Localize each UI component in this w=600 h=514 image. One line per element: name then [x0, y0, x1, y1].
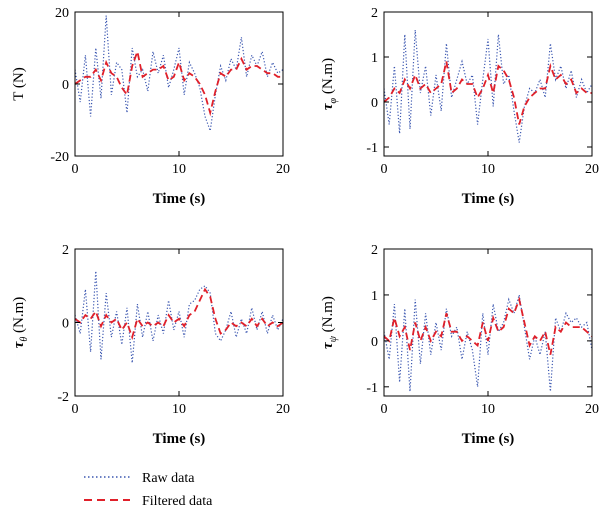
series-line-filtered — [75, 287, 283, 341]
x-tick-label: 0 — [72, 402, 79, 417]
series-line-raw — [75, 15, 283, 132]
series-line-raw — [75, 271, 283, 363]
x-axis-label: Time (s) — [153, 431, 206, 447]
y-tick-label: 1 — [371, 289, 378, 304]
x-axis-label: Time (s) — [462, 191, 515, 207]
x-tick-label: 0 — [72, 162, 79, 177]
x-tick-label: 0 — [381, 162, 388, 177]
y-axis-label: τφ (N.m) — [320, 58, 339, 110]
legend-raw-label: Raw data — [142, 471, 195, 486]
y-axis-label: τθ (N.m) — [11, 297, 30, 349]
y-tick-label: 0 — [62, 78, 69, 93]
y-tick-label: -2 — [57, 390, 69, 405]
y-tick-label: 2 — [371, 6, 378, 21]
x-tick-label: 10 — [481, 402, 495, 417]
y-axis-label: τψ (N.m) — [320, 296, 339, 349]
y-tick-label: -1 — [366, 381, 378, 396]
y-tick-label: 2 — [62, 243, 69, 258]
plot-frame — [74, 11, 284, 157]
x-tick-label: 10 — [481, 162, 495, 177]
y-tick-label: 2 — [371, 243, 378, 258]
x-tick-label: 10 — [172, 162, 186, 177]
y-tick-label: -20 — [50, 150, 69, 165]
legend: Raw data Filtered data — [84, 471, 213, 509]
x-tick-label: 20 — [585, 402, 599, 417]
y-axis-label: T (N) — [11, 67, 27, 100]
x-tick-label: 10 — [172, 402, 186, 417]
y-tick-label: 1 — [371, 51, 378, 66]
series-line-filtered — [384, 61, 592, 125]
series-line-raw — [384, 29, 592, 143]
legend-filtered-label: Filtered data — [142, 494, 213, 509]
x-tick-label: 20 — [276, 402, 290, 417]
y-tick-label: 0 — [371, 96, 378, 111]
y-tick-label: -1 — [366, 141, 378, 156]
y-tick-label: 0 — [62, 317, 69, 332]
x-tick-label: 0 — [381, 402, 388, 417]
series-line-filtered — [75, 48, 283, 117]
plot-frame — [74, 248, 284, 397]
y-tick-label: 0 — [371, 335, 378, 350]
x-axis-label: Time (s) — [462, 431, 515, 447]
x-tick-label: 20 — [276, 162, 290, 177]
series-line-raw — [384, 294, 592, 392]
x-axis-label: Time (s) — [153, 191, 206, 207]
x-tick-label: 20 — [585, 162, 599, 177]
series-line-filtered — [384, 296, 592, 355]
y-tick-label: 20 — [55, 6, 69, 21]
